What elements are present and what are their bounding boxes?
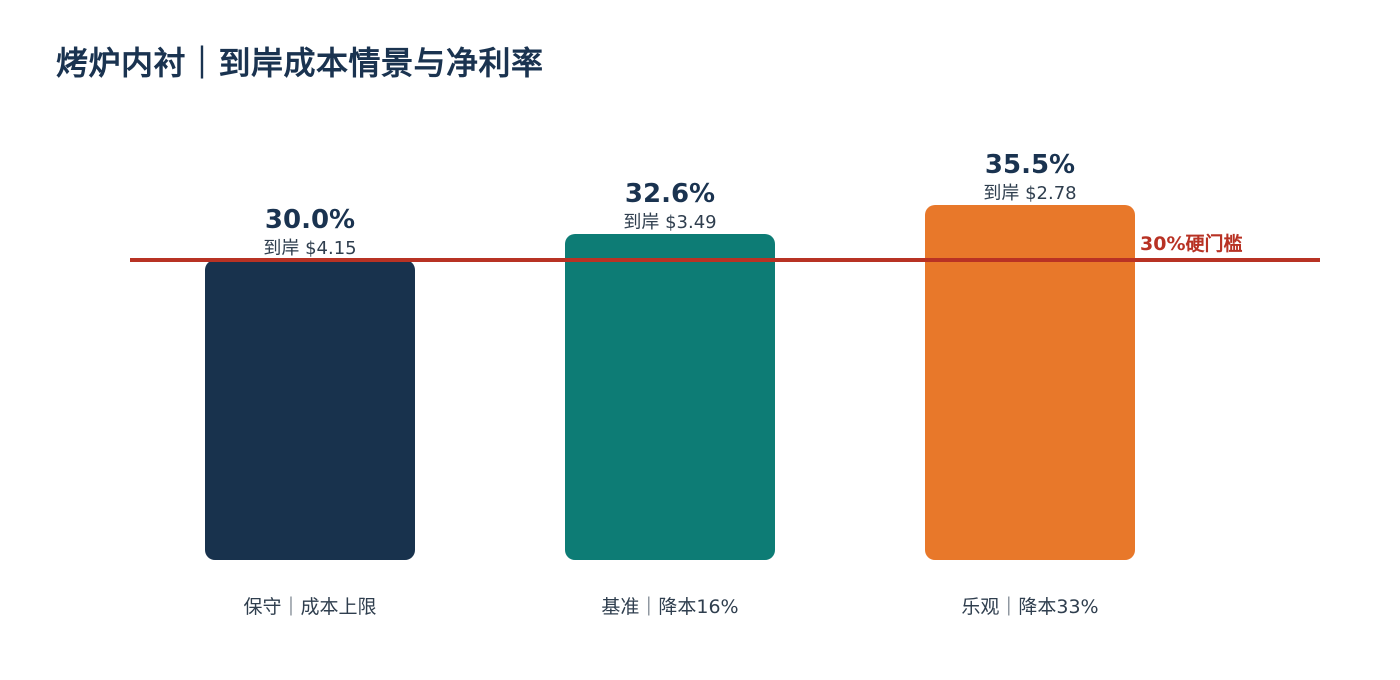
cost-label-1: 到岸 $4.15 — [263, 238, 356, 259]
chart-title: 烤炉内衬｜到岸成本情景与净利率 — [56, 44, 544, 82]
cost-label-3: 到岸 $2.78 — [983, 183, 1076, 204]
category-label-3: 乐观｜降本33% — [961, 596, 1098, 618]
cost-label-2: 到岸 $3.49 — [623, 212, 716, 233]
bar-1 — [205, 260, 415, 560]
bar-3 — [925, 205, 1135, 560]
bar-2 — [565, 234, 775, 560]
category-label-1: 保守｜成本上限 — [243, 596, 376, 618]
category-label-2: 基准｜降本16% — [601, 596, 738, 618]
value-label-2: 32.6% — [625, 179, 715, 209]
value-label-1: 30.0% — [265, 205, 355, 235]
value-label-3: 35.5% — [985, 150, 1075, 180]
threshold-label: 30%硬门槛 — [1140, 232, 1242, 255]
